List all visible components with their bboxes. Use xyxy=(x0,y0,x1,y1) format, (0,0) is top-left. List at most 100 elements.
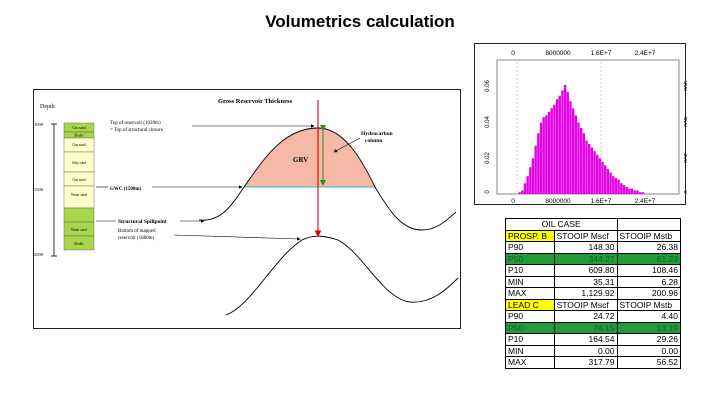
table-row: P10 164.54 29.26 xyxy=(505,333,682,346)
right-tick: 0 xyxy=(682,190,687,194)
depth-tick-1000: 1000 xyxy=(34,122,44,127)
top-reservoir-curve xyxy=(198,127,457,231)
histogram-bar xyxy=(518,192,521,194)
histogram-bar xyxy=(555,99,559,194)
histogram-bar xyxy=(609,172,612,194)
left-tick: 0.06 xyxy=(485,80,491,92)
histogram-bar xyxy=(582,133,586,194)
column-header: STOOIP Mscf xyxy=(553,298,618,311)
bottom-tick: 2.4E+7 xyxy=(635,198,656,205)
histogram-bar xyxy=(585,140,588,194)
stooip-mscf-value: 317.79 xyxy=(553,356,618,369)
histogram-bar xyxy=(526,176,529,194)
row-label: P90 xyxy=(505,310,555,323)
stooip-mstb-value: 29.26 xyxy=(616,333,682,346)
layer-label: Shales xyxy=(74,134,84,138)
histogram-bar xyxy=(612,176,615,194)
hc-column-label-2: column xyxy=(365,138,382,144)
row-label: P10 xyxy=(505,264,555,277)
histogram-bar xyxy=(614,177,618,194)
table-row: MIN 0.00 0.00 xyxy=(505,344,682,357)
bottom-reservoir-label-2: reservoir (1880m) xyxy=(118,236,155,241)
section-header-row: LEAD C STOOIP Mscf STOOIP Mstb xyxy=(505,298,682,311)
table-row: P10 609.80 108.46 xyxy=(505,264,682,277)
grv-area xyxy=(244,128,375,187)
histogram-svg: 0 8000000 1.6E+7 2.4E+7 0 8000000 1.6E+7… xyxy=(485,50,688,205)
bottom-reservoir-label: Bottom of mapped xyxy=(118,229,156,234)
histogram-bar xyxy=(547,111,551,194)
top-tick: 2.4E+7 xyxy=(635,50,656,57)
histogram-bars xyxy=(518,85,644,194)
row-label: P50 xyxy=(505,321,555,334)
right-tick: 300 xyxy=(682,153,687,164)
histogram-bar xyxy=(604,165,607,194)
histogram-bar xyxy=(558,95,561,194)
layer-label: Water sand xyxy=(71,228,87,232)
histogram-bar xyxy=(633,190,636,194)
bottom-reservoir-curve xyxy=(225,235,459,316)
table-row: MAX 317.79 56.52 xyxy=(505,356,682,369)
column-header: STOOIP Mscf xyxy=(553,229,618,242)
histogram-bar xyxy=(534,145,537,194)
layer-label: Silty sand xyxy=(72,161,86,165)
page-title: Volumetrics calculation xyxy=(265,12,455,31)
histogram-bar xyxy=(566,92,569,194)
stooip-mstb-value: 4.40 xyxy=(616,310,682,323)
stooip-mstb-value: 200.96 xyxy=(616,287,682,300)
gross-thickness-label: Gross Reservoir Thickness xyxy=(218,98,293,105)
column-header: STOOIP Mstb xyxy=(616,229,682,242)
row-label: P50 xyxy=(505,252,555,265)
histogram-bar xyxy=(537,133,540,194)
histogram-bar xyxy=(622,185,626,194)
hc-column-label: Hydrocarbon xyxy=(361,131,393,137)
histogram-bar xyxy=(561,90,564,194)
histogram-bar xyxy=(625,186,628,194)
bottom-tick: 1.6E+7 xyxy=(591,198,612,205)
histogram-bar xyxy=(596,154,599,194)
grv-label: GRV xyxy=(293,156,308,164)
stooip-mscf-value: 344.27 xyxy=(553,252,618,265)
stooip-mscf-value: 35.31 xyxy=(553,275,618,288)
stooip-mstb-value: 61.23 xyxy=(616,252,682,265)
case-title-blank xyxy=(616,218,682,231)
case-title: OIL CASE xyxy=(505,218,618,231)
stooip-mscf-value: 1,129.92 xyxy=(553,287,618,300)
left-tick: 0.04 xyxy=(485,116,491,128)
table-row: P90 24.72 4.40 xyxy=(505,310,682,323)
bottom-tick: 8000000 xyxy=(545,198,571,205)
table-row: MIN 35.31 6.28 xyxy=(505,275,682,288)
histogram-bar xyxy=(606,168,610,194)
column-header: STOOIP Mstb xyxy=(616,298,682,311)
reservoir-diagram: Depth 1000 1500 2000 Gas sand Shales Gas… xyxy=(33,89,461,329)
stooip-mstb-value: 108.46 xyxy=(616,264,682,277)
layer-label: Water sand xyxy=(71,193,87,197)
row-label: P10 xyxy=(505,333,555,346)
row-label: MIN xyxy=(505,275,555,288)
table-row: P50 344.27 61.23 xyxy=(505,252,682,265)
layer-label: Gas sand xyxy=(72,143,85,147)
histogram-bar xyxy=(641,192,644,194)
stooip-mscf-value: 164.54 xyxy=(553,333,618,346)
top-tick: 8000000 xyxy=(545,50,571,57)
histogram-bar xyxy=(550,108,553,194)
histogram-bar xyxy=(628,188,631,194)
top-reservoir-label: Top of reservoir (1020m) xyxy=(110,121,161,126)
stooip-table: OIL CASE PROSP. B STOOIP Mscf STOOIP Mstb P9… xyxy=(505,218,682,398)
top-tick: 0 xyxy=(511,50,515,57)
stooip-mstb-value: 0.00 xyxy=(616,344,682,357)
histogram-bar xyxy=(590,147,594,194)
layer-label: Gas sand xyxy=(72,126,85,130)
table-header-row: OIL CASE xyxy=(505,218,682,231)
histogram-bar xyxy=(523,183,527,194)
histogram-bar xyxy=(577,122,580,194)
stooip-mscf-value: 609.80 xyxy=(553,264,618,277)
histogram-bar xyxy=(531,158,535,194)
histogram-bar xyxy=(563,85,567,194)
left-tick: 0.02 xyxy=(485,152,491,164)
stooip-mstb-value: 26.38 xyxy=(616,241,682,254)
section-name: LEAD C xyxy=(505,298,555,311)
depth-label: Depth xyxy=(40,104,55,110)
stooip-histogram: 0 8000000 1.6E+7 2.4E+7 0 8000000 1.6E+7… xyxy=(474,43,688,205)
stooip-mscf-value: 74.15 xyxy=(553,321,618,334)
section-header-row: PROSP. B STOOIP Mscf STOOIP Mstb xyxy=(505,229,682,242)
